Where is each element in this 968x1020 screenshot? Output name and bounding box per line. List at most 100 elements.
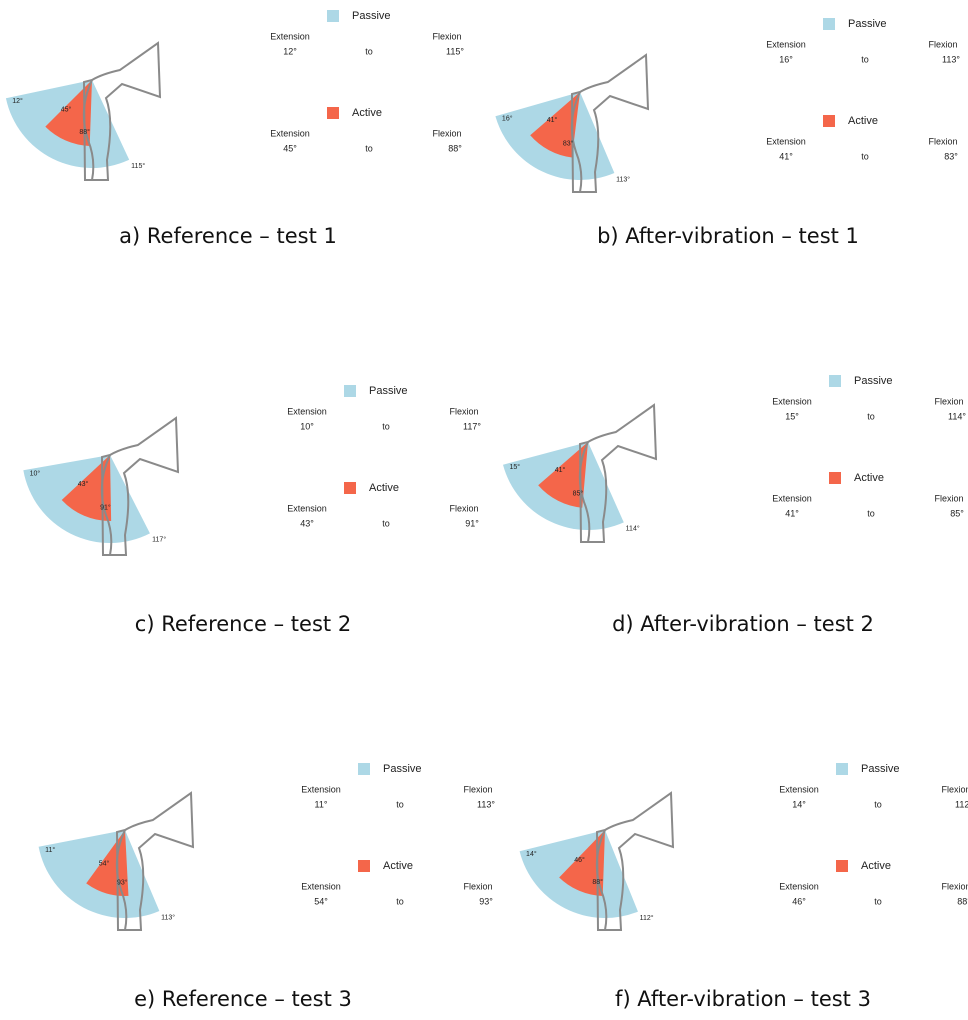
caption: c) Reference – test 2 xyxy=(135,612,351,636)
panel: 14° 112° 46° 88° Passive Extension Flexion 14° t… xyxy=(520,763,968,1011)
range-value: 14° xyxy=(792,799,806,809)
range-label: to xyxy=(867,508,875,518)
range-label: Extension xyxy=(301,881,341,891)
value-label: 10° xyxy=(30,470,41,478)
legend-swatch xyxy=(829,375,841,387)
range-label: to xyxy=(365,143,373,153)
legend-swatch xyxy=(823,115,835,127)
caption: b) After-vibration – test 1 xyxy=(597,224,859,248)
range-label: to xyxy=(874,799,882,809)
value-label: 15° xyxy=(509,463,520,471)
range-label: Flexion xyxy=(934,396,963,406)
legend-swatch xyxy=(836,763,848,775)
range-label: to xyxy=(396,896,404,906)
range-label: Extension xyxy=(766,39,806,49)
value-label: 115° xyxy=(131,162,145,170)
legend-label: Passive xyxy=(369,385,408,397)
range-label: Extension xyxy=(270,31,310,41)
range-value: 113° xyxy=(477,799,495,809)
caption: a) Reference – test 1 xyxy=(119,224,337,248)
range-label: Extension xyxy=(287,503,327,513)
legend-label: Passive xyxy=(861,763,900,775)
range-label: Flexion xyxy=(449,503,478,513)
range-label: to xyxy=(874,896,882,906)
range-label: Extension xyxy=(270,128,310,138)
legend-label: Active xyxy=(848,115,878,127)
caption: e) Reference – test 3 xyxy=(134,987,352,1011)
value-label: 12° xyxy=(12,97,23,105)
value-label: 41° xyxy=(555,466,566,474)
range-label: Flexion xyxy=(463,881,492,891)
legend-swatch xyxy=(358,763,370,775)
range-value: 114° xyxy=(948,411,966,421)
range-label: Flexion xyxy=(934,493,963,503)
value-label: 114° xyxy=(626,525,640,533)
legend-label: Active xyxy=(861,860,891,872)
page: {"chart_data": [ {"type": "range", "capt… xyxy=(0,0,968,1020)
legend-swatch xyxy=(836,860,848,872)
range-value: 88° xyxy=(957,896,968,906)
range-label: Extension xyxy=(779,784,819,794)
range-label: Flexion xyxy=(449,406,478,416)
range-value: 43° xyxy=(300,518,314,528)
legend-label: Passive xyxy=(383,763,422,775)
range-value: 83° xyxy=(944,151,958,161)
legend-swatch xyxy=(327,10,339,22)
range-value: 113° xyxy=(942,54,960,64)
value-label: 112° xyxy=(640,914,654,922)
value-label: 54° xyxy=(99,859,110,867)
legend-label: Active xyxy=(369,482,399,494)
range-value: 10° xyxy=(300,421,314,431)
legend-label: Active xyxy=(352,107,382,119)
value-label: 93° xyxy=(117,879,128,887)
range-label: Flexion xyxy=(432,31,461,41)
range-value: 115° xyxy=(446,46,464,56)
panel: 10° 117° 43° 91° Passive Extension Flexion 10° t… xyxy=(23,385,481,636)
range-label: Extension xyxy=(772,493,812,503)
range-label: Flexion xyxy=(928,39,957,49)
value-label: 88° xyxy=(79,128,90,136)
range-value: 91° xyxy=(465,518,479,528)
value-label: 113° xyxy=(161,913,175,921)
figure: 12° 115° 45° 88° Passive Extension Flexion 12° t… xyxy=(0,0,968,1020)
legend-label: Active xyxy=(854,472,884,484)
caption: f) After-vibration – test 3 xyxy=(615,987,871,1011)
legend-swatch xyxy=(829,472,841,484)
value-label: 16° xyxy=(502,114,513,122)
range-value: 117° xyxy=(463,421,481,431)
range-value: 45° xyxy=(283,143,297,153)
range-value: 11° xyxy=(315,799,328,809)
range-label: to xyxy=(396,799,404,809)
range-label: Extension xyxy=(301,784,341,794)
range-value: 15° xyxy=(785,411,799,421)
range-label: Extension xyxy=(772,396,812,406)
legend-label: Active xyxy=(383,860,413,872)
value-label: 41° xyxy=(547,116,558,124)
range-label: to xyxy=(867,411,875,421)
range-label: Extension xyxy=(779,881,819,891)
range-label: to xyxy=(861,54,869,64)
value-label: 14° xyxy=(526,850,537,858)
value-label: 113° xyxy=(616,175,630,183)
range-value: 85° xyxy=(950,508,964,518)
value-label: 91° xyxy=(100,503,111,511)
range-label: Extension xyxy=(766,136,806,146)
value-label: 83° xyxy=(563,139,574,147)
range-label: Flexion xyxy=(941,784,968,794)
range-value: 12° xyxy=(283,46,297,56)
range-label: to xyxy=(382,421,390,431)
value-label: 43° xyxy=(78,480,89,488)
value-label: 117° xyxy=(152,536,166,544)
range-value: 41° xyxy=(779,151,793,161)
range-label: Extension xyxy=(287,406,327,416)
range-label: Flexion xyxy=(941,881,968,891)
range-value: 88° xyxy=(448,143,462,153)
value-label: 45° xyxy=(61,106,72,114)
range-value: 46° xyxy=(792,896,806,906)
legend-swatch xyxy=(344,385,356,397)
legend-swatch xyxy=(344,482,356,494)
